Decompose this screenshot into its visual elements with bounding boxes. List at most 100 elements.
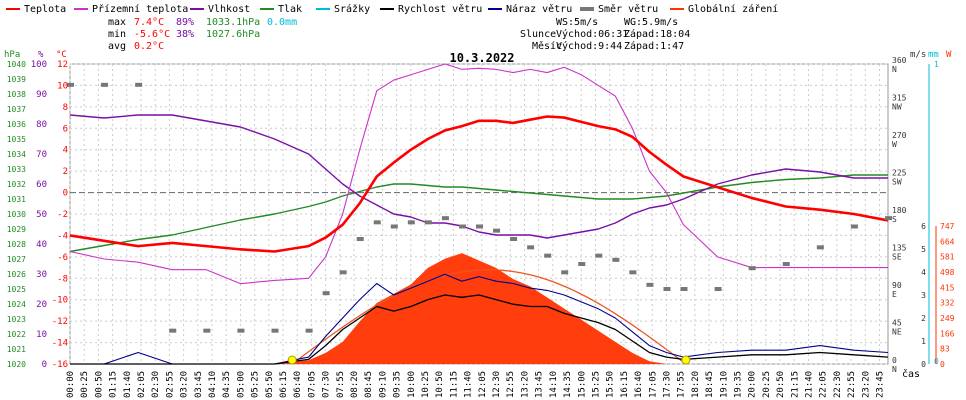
x-tick-label: 20:25 — [762, 371, 772, 398]
x-tick-label: 09:35 — [393, 371, 403, 398]
x-tick-label: 21:15 — [790, 371, 800, 398]
wind-dir-marker — [305, 328, 313, 333]
stats-min-hum: 38% — [176, 29, 194, 40]
wind-tick-label: 0 — [921, 360, 926, 369]
x-tick-label: 20:50 — [776, 371, 786, 398]
wind-dir-marker — [407, 220, 415, 225]
x-tick-label: 17:30 — [662, 371, 672, 398]
series-teplota — [69, 115, 889, 253]
wind-dir-marker — [578, 262, 586, 266]
wind-dir-marker — [714, 287, 722, 291]
legend-item-prizemni-teplota: Přízemní teplota — [74, 3, 188, 15]
rad-tick-label: 581 — [940, 253, 955, 262]
legend-item-smer-vetru: Směr větru — [580, 3, 658, 15]
press-tick-label: 1027 — [7, 255, 26, 264]
legend-item-tlak: Tlak — [260, 4, 302, 15]
wind-dir-marker — [680, 287, 688, 291]
stats-max-label: max — [108, 17, 126, 28]
wind-dir-marker — [748, 266, 756, 271]
x-tick-label: 14:10 — [549, 371, 559, 398]
x-tick-label: 15:00 — [577, 371, 587, 398]
wind-dir-marker — [169, 328, 177, 333]
wind-dir-marker — [850, 224, 858, 229]
x-tick-label: 23:20 — [861, 371, 871, 398]
x-tick-label: 19:10 — [719, 371, 729, 398]
x-tick-label: 10:00 — [407, 371, 417, 398]
temp-tick-label: 10 — [57, 81, 68, 91]
rad-tick-label: 249 — [940, 314, 955, 323]
x-tick-label: 00:25 — [80, 371, 90, 398]
x-tick-label: 19:35 — [733, 371, 743, 398]
temp-tick-label: -2 — [57, 210, 68, 220]
dir-tick-label: NE — [892, 328, 902, 337]
dir-tick-label: N — [892, 365, 897, 374]
legend-item-globalni-zareni: Globální záření — [670, 3, 778, 15]
temp-tick-label: 8 — [63, 103, 68, 113]
dir-tick-label: E — [892, 290, 897, 299]
hum-tick-label: 60 — [36, 180, 47, 190]
legend-label: Rychlost větru — [398, 3, 482, 15]
x-tick-label: 15:25 — [591, 371, 601, 398]
wind-dir-marker — [373, 220, 381, 225]
clear-sky-curve — [291, 269, 687, 365]
x-tick-label: 00:50 — [94, 371, 104, 398]
dir-tick-label: 360 — [892, 56, 907, 65]
x-tick-label: 15:50 — [606, 371, 616, 398]
press-tick-label: 1032 — [7, 180, 26, 189]
x-tick-label: 07:55 — [336, 371, 346, 398]
wind-dir-marker — [816, 245, 824, 250]
hum-tick-label: 70 — [36, 150, 47, 160]
press-tick-label: 1035 — [7, 135, 26, 144]
temp-tick-label: -4 — [57, 231, 68, 241]
x-tick-label: 10:25 — [421, 371, 431, 398]
wind-dir-marker — [424, 220, 432, 225]
legend-label: Teplota — [24, 4, 66, 15]
dir-tick-label: 135 — [892, 244, 907, 253]
legend-label: Náraz větru — [506, 3, 572, 15]
radiation-area — [70, 253, 888, 364]
legend-label: Globální záření — [688, 3, 778, 15]
dir-tick-label: N — [892, 65, 897, 74]
press-tick-label: 1021 — [7, 345, 26, 354]
wind-dir-marker — [441, 216, 449, 221]
wind-dir-marker — [203, 328, 211, 333]
dir-tick-label: 180 — [892, 206, 907, 215]
wind-speed-info: WS:5m/s — [556, 17, 598, 28]
x-tick-label: 02:05 — [137, 371, 147, 398]
rad-tick-label: 747 — [940, 222, 955, 231]
hum-unit: % — [38, 50, 44, 60]
x-tick-label: 21:40 — [804, 371, 814, 398]
rad-tick-label: 415 — [940, 283, 955, 292]
press-tick-label: 1033 — [7, 165, 26, 174]
x-tick-label: 08:20 — [350, 371, 360, 398]
wind-tick-label: 3 — [921, 291, 926, 300]
x-tick-label: 23:45 — [875, 371, 885, 398]
wind-dir-marker — [885, 216, 892, 221]
wind-dir-marker — [67, 82, 74, 87]
temp-tick-label: 0 — [63, 189, 68, 199]
dir-tick-label: 225 — [892, 169, 907, 178]
wind-dir-marker — [510, 237, 518, 241]
x-tick-label: 20:00 — [748, 371, 758, 398]
x-tick-label: 09:10 — [378, 371, 388, 398]
press-tick-label: 1022 — [7, 330, 26, 339]
press-tick-label: 1034 — [7, 150, 26, 159]
wind-tick-label: 5 — [921, 245, 926, 254]
hum-tick-label: 80 — [36, 120, 47, 130]
temp-tick-label: 2 — [63, 167, 68, 177]
press-tick-label: 1029 — [7, 225, 26, 234]
legend-item-teplota: Teplota — [6, 4, 66, 15]
x-tick-label: 06:40 — [293, 371, 303, 398]
x-tick-label: 17:55 — [677, 371, 687, 398]
dir-tick-label: 90 — [892, 281, 902, 290]
rad-tick-label: 166 — [940, 329, 955, 338]
wind-dir-marker — [476, 224, 483, 229]
stats-max-press: 1033.1hPa — [206, 17, 260, 28]
rain-tick-label: 1 — [934, 60, 939, 69]
press-tick-label: 1020 — [7, 360, 26, 369]
x-tick-label: 22:55 — [847, 371, 857, 398]
dir-tick-label: NW — [892, 103, 902, 112]
hum-tick-label: 20 — [36, 300, 47, 310]
temp-tick-label: 4 — [63, 146, 68, 156]
